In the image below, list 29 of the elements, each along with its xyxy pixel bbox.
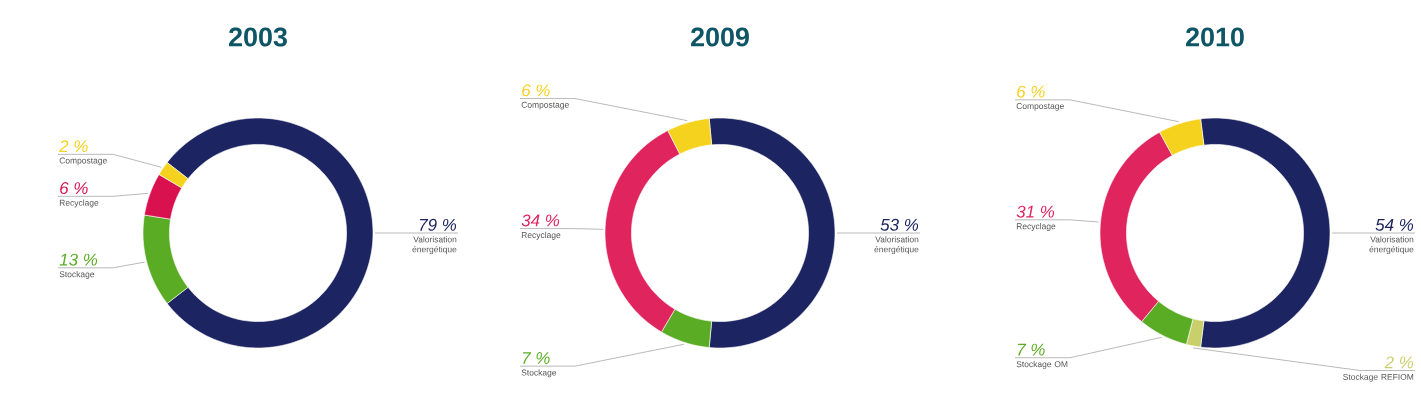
data-label: 7 % <box>1017 343 1045 356</box>
slice-label: Valorisation énergétique <box>874 236 919 255</box>
data-label: 6 % <box>522 84 550 97</box>
slice-label: Valorisation énergétique <box>1369 236 1414 255</box>
data-label: 53 % <box>880 218 919 231</box>
data-label: 54 % <box>1375 218 1414 231</box>
data-label: 13 % <box>59 253 98 266</box>
data-label: 79 % <box>419 218 457 231</box>
data-label: 2 % <box>59 140 88 153</box>
data-label: 6 % <box>1017 85 1045 98</box>
data-label: 2 % <box>1384 356 1414 369</box>
data-label: 31 % <box>1016 205 1055 218</box>
slice-label: Compostage <box>59 157 107 166</box>
slice-label: Recyclage <box>59 199 99 208</box>
chart-title: 2003 <box>229 27 287 47</box>
slice-label: Valorisation énergétique <box>412 236 457 255</box>
slice-label: Stockage REFIOM <box>1343 373 1414 382</box>
data-label: 34 % <box>521 214 560 227</box>
chart-title: 2010 <box>1186 27 1244 47</box>
data-label: 6 % <box>60 182 88 195</box>
slice-label: Recyclage <box>1016 223 1056 231</box>
slice-label: Compostage <box>1016 103 1064 111</box>
slice-label: Compostage <box>521 101 569 110</box>
slice-label: Stockage <box>521 369 557 378</box>
slice-label: Stockage OM <box>1016 360 1068 369</box>
data-label: 7 % <box>522 352 550 364</box>
chart-title: 2009 <box>691 27 749 47</box>
slice-label: Stockage <box>59 271 95 279</box>
slice-label: Recyclage <box>521 231 561 240</box>
